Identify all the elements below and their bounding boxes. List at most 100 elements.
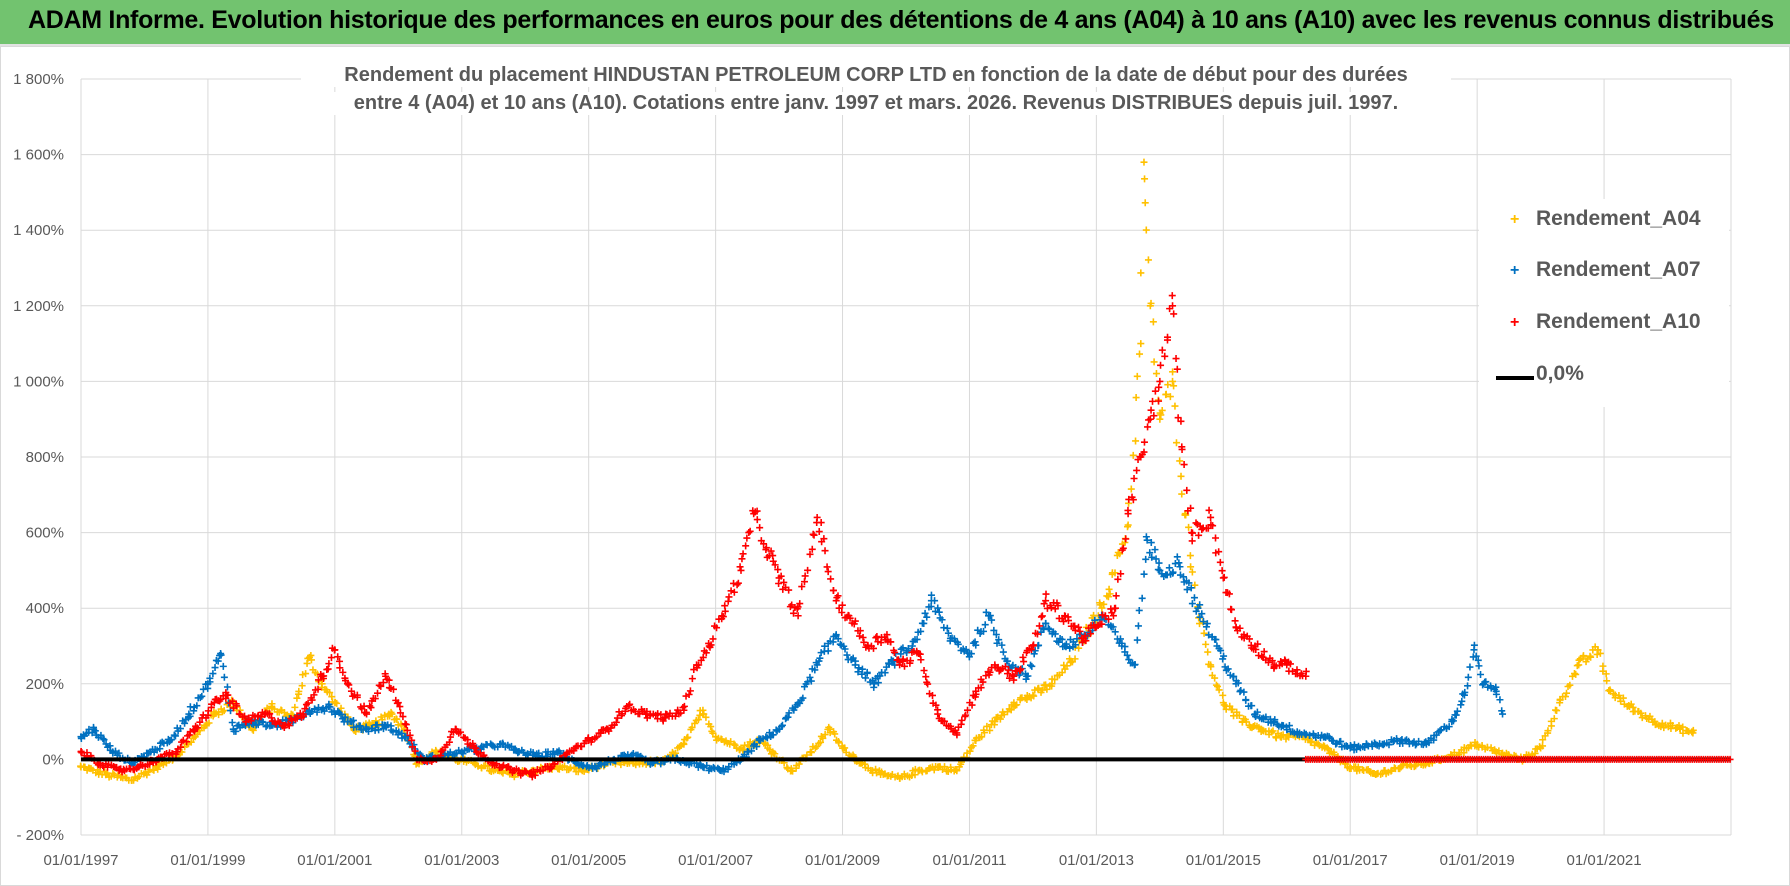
y-tick-label: 800% bbox=[26, 449, 64, 466]
a07-point bbox=[889, 657, 897, 665]
a10-point bbox=[896, 661, 904, 669]
a10-point bbox=[1302, 672, 1310, 680]
a10-point bbox=[1119, 544, 1127, 552]
a10-point bbox=[547, 763, 555, 771]
a07-point bbox=[824, 647, 832, 655]
a04-point bbox=[302, 670, 310, 678]
a10-point bbox=[1065, 617, 1072, 625]
a10-point bbox=[1109, 612, 1117, 620]
a10-point bbox=[115, 767, 123, 775]
a10-point bbox=[177, 743, 185, 751]
a07-point bbox=[927, 602, 935, 610]
a10-point bbox=[883, 631, 891, 639]
a10-point bbox=[509, 767, 517, 775]
a04-point bbox=[1116, 550, 1124, 558]
a04-point bbox=[1132, 394, 1140, 402]
a10-point bbox=[1251, 642, 1259, 650]
a10-point bbox=[941, 717, 949, 725]
a07-point bbox=[214, 657, 222, 665]
a04-point bbox=[1412, 762, 1420, 770]
a04-point bbox=[1637, 709, 1645, 717]
a10-point bbox=[1150, 412, 1158, 420]
a04-point bbox=[1185, 523, 1193, 531]
a04-point bbox=[490, 767, 497, 775]
a10-point bbox=[685, 691, 693, 699]
x-tick-label: 01/01/2001 bbox=[297, 852, 372, 869]
a10-point bbox=[817, 519, 825, 527]
a07-point bbox=[185, 710, 193, 718]
a10-point bbox=[767, 547, 775, 555]
a07-point bbox=[259, 718, 267, 726]
a07-point bbox=[1004, 657, 1012, 665]
a07-point bbox=[363, 725, 371, 733]
a10-point bbox=[1137, 453, 1145, 461]
a07-point bbox=[198, 692, 206, 700]
a10-point bbox=[1047, 604, 1055, 612]
a07-point bbox=[985, 612, 992, 620]
a10-point bbox=[1204, 524, 1212, 532]
a04-point bbox=[991, 718, 999, 726]
a04-point bbox=[986, 726, 994, 734]
a10-point bbox=[1001, 663, 1009, 671]
a10-point bbox=[756, 524, 764, 532]
a07-point bbox=[254, 721, 262, 729]
a07-point bbox=[1232, 680, 1240, 688]
a10-point bbox=[815, 528, 823, 536]
a10-point bbox=[932, 701, 940, 709]
a10-point bbox=[457, 728, 465, 736]
a07-point bbox=[1142, 555, 1150, 563]
a07-point bbox=[305, 706, 313, 714]
header-banner: ADAM Informe. Evolution historique des p… bbox=[0, 0, 1790, 46]
a10-point bbox=[476, 749, 484, 757]
y-tick-label: 1 600% bbox=[13, 147, 64, 164]
a04-point bbox=[918, 768, 926, 776]
a07-point bbox=[1151, 546, 1159, 554]
a10-point bbox=[604, 725, 612, 733]
a10-point bbox=[1144, 423, 1152, 431]
a07-point bbox=[1058, 635, 1066, 643]
a10-point bbox=[280, 721, 288, 729]
a10-point bbox=[709, 635, 717, 643]
a07-point bbox=[1262, 713, 1270, 721]
a04-point bbox=[249, 726, 257, 734]
a04-point bbox=[1166, 393, 1174, 401]
a07-point bbox=[1111, 628, 1119, 636]
a10-point bbox=[377, 682, 385, 690]
y-tick-label: 400% bbox=[26, 600, 64, 617]
a07-point bbox=[863, 669, 871, 677]
x-tick-label: 01/01/2003 bbox=[424, 852, 499, 869]
a04-point bbox=[1048, 680, 1056, 688]
a07-point bbox=[1457, 701, 1465, 709]
a04-point bbox=[699, 706, 707, 714]
a10-point bbox=[1726, 755, 1734, 763]
a07-point bbox=[90, 725, 98, 733]
a07-point bbox=[1154, 566, 1162, 574]
a10-point bbox=[566, 748, 574, 756]
a10-point bbox=[693, 661, 701, 669]
a07-point bbox=[855, 664, 863, 672]
a04-point bbox=[1556, 699, 1564, 707]
a04-point bbox=[1137, 340, 1145, 348]
a04-point bbox=[709, 729, 717, 737]
a07-point bbox=[1251, 710, 1259, 718]
a07-point bbox=[1492, 687, 1500, 695]
a04-point bbox=[210, 710, 218, 718]
a10-point bbox=[134, 763, 142, 771]
a10-point bbox=[859, 634, 867, 642]
a10-point bbox=[1147, 406, 1155, 414]
a10-point bbox=[745, 529, 753, 537]
a07-point bbox=[917, 627, 925, 635]
a10-point bbox=[229, 697, 237, 705]
chart-title-line2: entre 4 (A04) et 10 ans (A10). Cotations… bbox=[301, 92, 1451, 115]
a10-point bbox=[856, 627, 864, 635]
a10-point bbox=[233, 702, 241, 710]
a10-point bbox=[613, 714, 621, 722]
a10-point bbox=[396, 703, 404, 711]
a04-point bbox=[1619, 694, 1627, 702]
a07-point bbox=[954, 640, 962, 648]
a04-point bbox=[1042, 681, 1050, 689]
a10-point bbox=[1205, 506, 1213, 514]
a07-point bbox=[946, 634, 954, 642]
a07-point bbox=[1332, 740, 1340, 748]
a07-point bbox=[1285, 722, 1293, 730]
